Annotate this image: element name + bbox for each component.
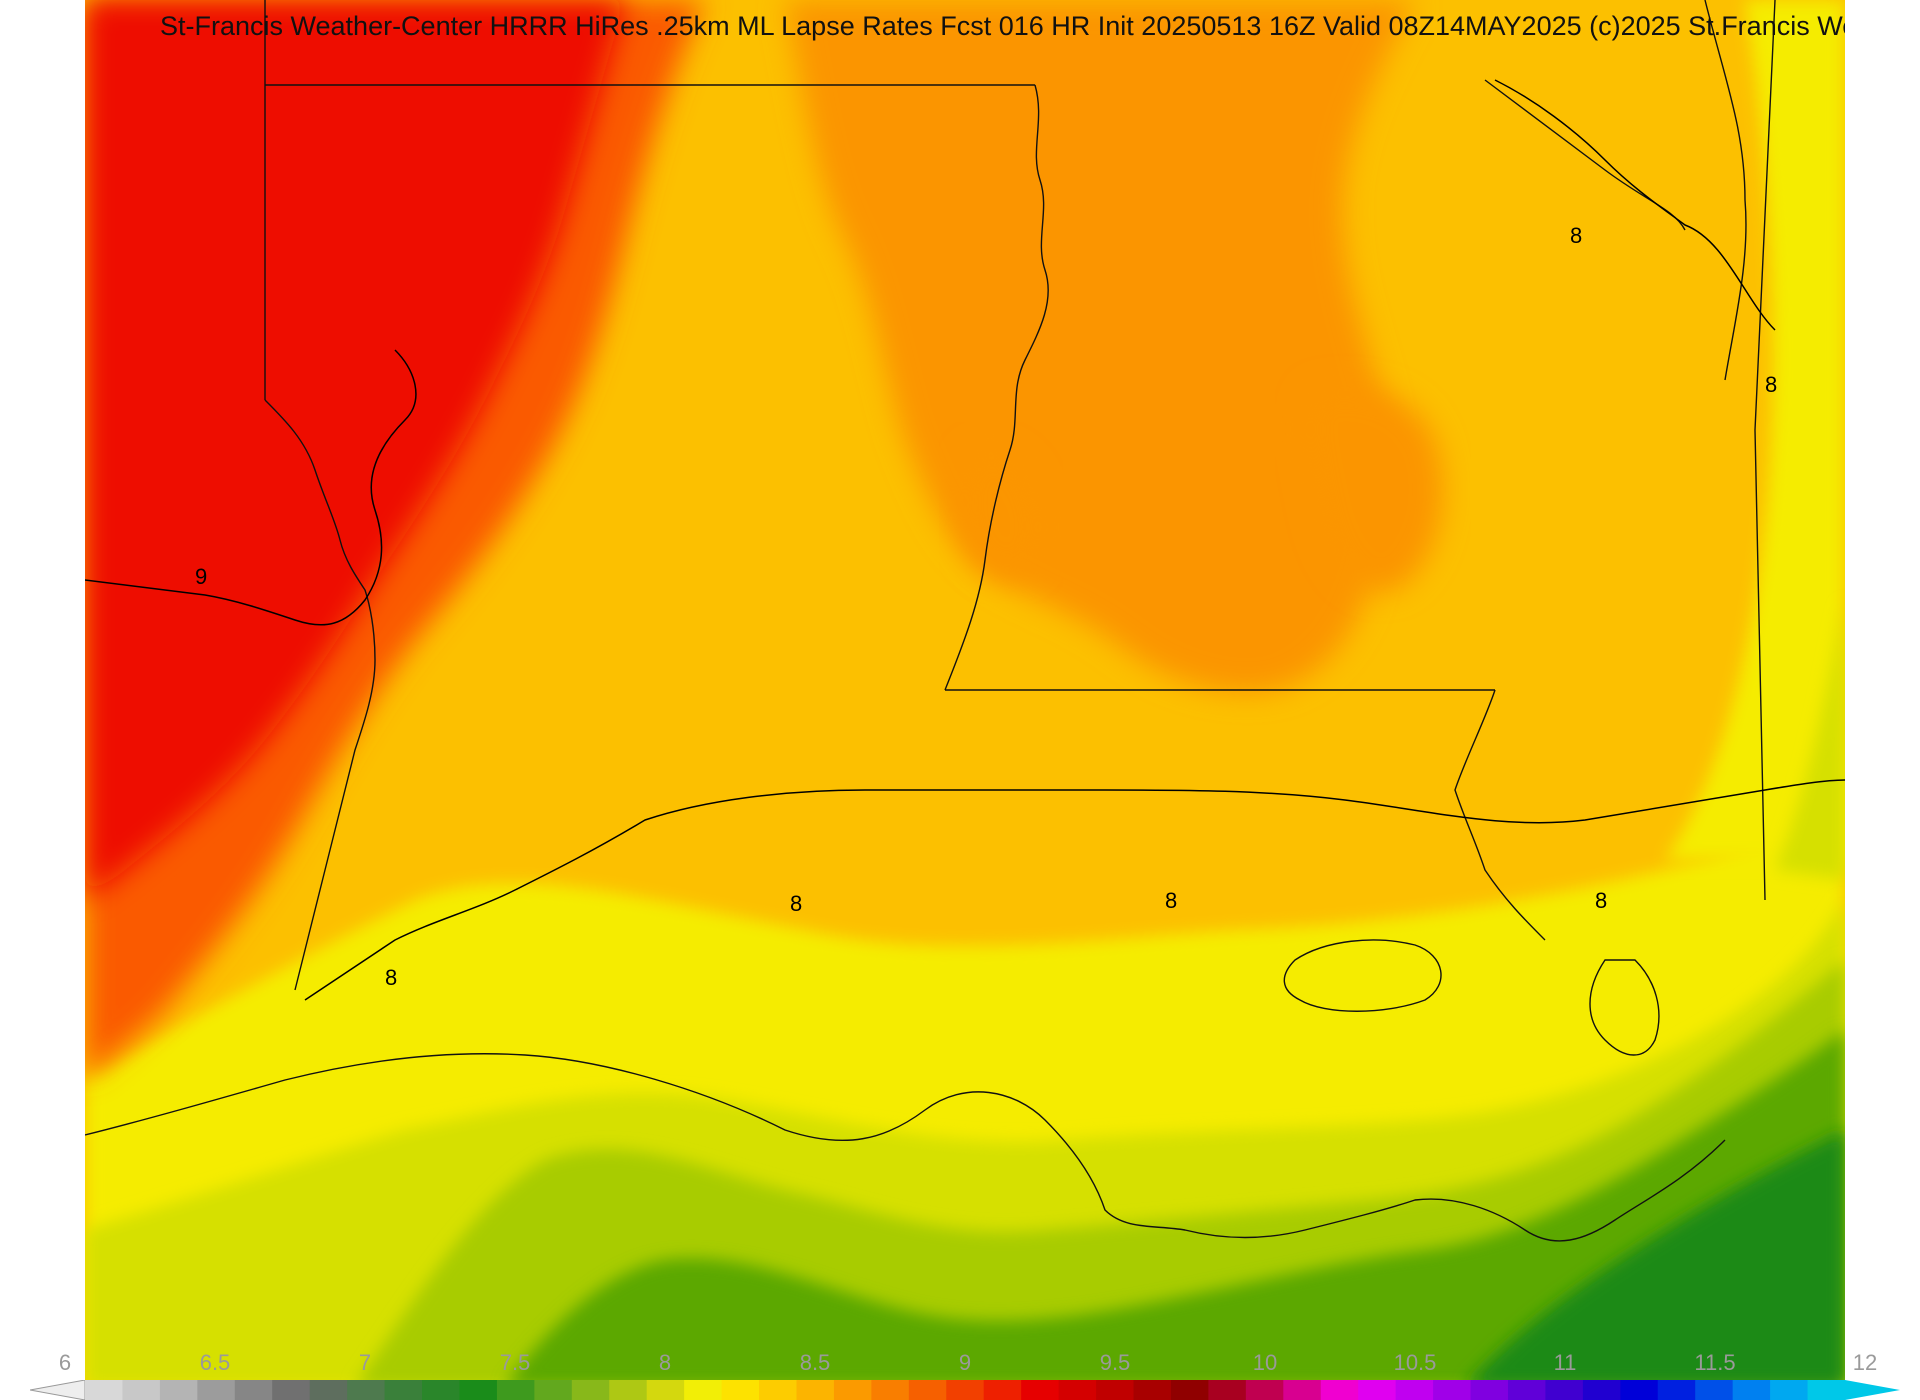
colorbar-swatch xyxy=(1620,1380,1659,1400)
colorbar-tick-label: 12 xyxy=(1852,1350,1878,1375)
contour-8-south xyxy=(304,779,1845,1001)
lake-pontchartrain xyxy=(1283,939,1442,1012)
colorbar-tick-label: 11.5 xyxy=(1694,1350,1736,1375)
colorbar-swatch xyxy=(721,1380,760,1400)
colorbar-swatch xyxy=(1096,1380,1135,1400)
colorbar-swatch xyxy=(571,1380,610,1400)
field-yellow-east xyxy=(1665,0,1845,860)
colorbar-swatch xyxy=(759,1380,797,1400)
pearl-river-border xyxy=(1454,689,1546,941)
colorbar xyxy=(30,1380,1900,1400)
colorbar-tick-label: 8 xyxy=(658,1350,672,1375)
colorbar-swatch xyxy=(422,1380,460,1400)
colorbar-swatch xyxy=(833,1380,872,1400)
mississippi-alabama-border xyxy=(1754,0,1776,901)
field-yellow-green-east xyxy=(1775,600,1845,880)
colorbar-swatch xyxy=(684,1380,723,1400)
field-orange-north xyxy=(785,0,1415,693)
colorbar-swatch xyxy=(1358,1380,1397,1400)
colorbar-swatch xyxy=(309,1380,348,1400)
colorbar-swatch xyxy=(1657,1380,1696,1400)
colorbar-swatch xyxy=(1582,1380,1621,1400)
field-orange-ms xyxy=(956,448,1045,578)
colorbar-tick-label: 8.5 xyxy=(799,1350,831,1375)
contour-label-8: 8 xyxy=(1570,223,1582,248)
contour-label-8: 8 xyxy=(1595,888,1607,913)
weather-map: St-Francis Weather-Center HRRR HiRes .25… xyxy=(85,0,1845,1387)
colorbar-swatch xyxy=(85,1380,123,1400)
field-red xyxy=(85,0,625,900)
colorbar-swatch xyxy=(983,1380,1022,1400)
contour-labels: 9 8 8 8 8 8 8 xyxy=(195,223,1777,990)
lapse-rate-map: St-Francis Weather-Center HRRR HiRes .25… xyxy=(85,0,1845,1387)
colorbar-tick-label: 9.5 xyxy=(1099,1350,1131,1375)
colorbar-swatch xyxy=(347,1380,386,1400)
boundaries xyxy=(85,0,1776,1242)
colorbar-swatch xyxy=(646,1380,685,1400)
colorbar-swatch xyxy=(946,1380,985,1400)
contour-label-8: 8 xyxy=(385,965,397,990)
colorbar-swatch xyxy=(496,1380,535,1400)
map-title: St-Francis Weather-Center HRRR HiRes .25… xyxy=(160,11,1845,41)
field-green-dark xyxy=(1465,1130,1845,1387)
gulf-coastline xyxy=(85,1053,1726,1242)
colorbar-swatch xyxy=(159,1380,198,1400)
colorbar-tick-label: 10.5 xyxy=(1393,1350,1437,1375)
colorbar-tick-label: 7.5 xyxy=(499,1350,531,1375)
contour-label-9: 9 xyxy=(195,564,207,589)
colorbar-swatch xyxy=(1283,1380,1322,1400)
colorbar-swatch xyxy=(1320,1380,1359,1400)
red-river-border xyxy=(264,399,376,991)
colorbar-tick-label: 6 xyxy=(58,1350,72,1375)
colorbar-tick-label: 11 xyxy=(1553,1350,1577,1375)
field-green xyxy=(505,1030,1845,1387)
colorbar-swatch xyxy=(609,1380,648,1400)
color-fields xyxy=(85,0,1845,1387)
colorbar-tick-label: 10 xyxy=(1252,1350,1278,1375)
colorbar-swatch xyxy=(1208,1380,1247,1400)
contour-label-8: 8 xyxy=(1165,888,1177,913)
contour-label-8: 8 xyxy=(790,891,802,916)
colorbar-swatch xyxy=(1732,1380,1771,1400)
colorbar-swatch xyxy=(384,1380,423,1400)
colorbar-swatch xyxy=(197,1380,236,1400)
colorbar-swatch xyxy=(1245,1380,1284,1400)
contours xyxy=(85,79,1845,1001)
contour-label-8: 8 xyxy=(1765,372,1777,397)
mississippi-river-border xyxy=(944,84,1049,691)
colorbar-swatch xyxy=(534,1380,573,1400)
colorbar-swatch xyxy=(1170,1380,1209,1400)
colorbar-swatch xyxy=(122,1380,161,1400)
colorbar-swatch xyxy=(1021,1380,1060,1400)
colorbar-swatch xyxy=(871,1380,910,1400)
colorbar-swatch xyxy=(1807,1380,1846,1400)
colorbar-swatch xyxy=(908,1380,947,1400)
colorbar-swatch xyxy=(1058,1380,1097,1400)
colorbar-swatch xyxy=(1770,1380,1809,1400)
colorbar-tick-label: 6.5 xyxy=(199,1350,231,1375)
colorbar-swatch xyxy=(1507,1380,1546,1400)
colorbar-swatch xyxy=(234,1380,273,1400)
colorbar-tick-label: 7 xyxy=(358,1350,372,1375)
mobile-bay-outline xyxy=(1589,959,1660,1056)
colorbar-swatch xyxy=(1133,1380,1172,1400)
alabama-georgia-border xyxy=(1704,0,1747,381)
colorbar-min-arrow xyxy=(30,1380,86,1400)
colorbar-swatch xyxy=(1470,1380,1509,1400)
colorbar-swatch xyxy=(1695,1380,1734,1400)
colorbar-tick-label: 9 xyxy=(958,1350,972,1375)
field-orange-core xyxy=(1303,386,1443,592)
colorbar-swatch xyxy=(796,1380,835,1400)
colorbar-swatch xyxy=(1433,1380,1472,1400)
colorbar-swatch xyxy=(1395,1380,1434,1400)
colorbar-max-arrow xyxy=(1845,1380,1900,1400)
contour-9 xyxy=(85,349,417,626)
contour-8-northeast xyxy=(1494,79,1776,331)
colorbar-swatch xyxy=(459,1380,498,1400)
colorbar-swatch xyxy=(1545,1380,1584,1400)
colorbar-swatch xyxy=(272,1380,311,1400)
